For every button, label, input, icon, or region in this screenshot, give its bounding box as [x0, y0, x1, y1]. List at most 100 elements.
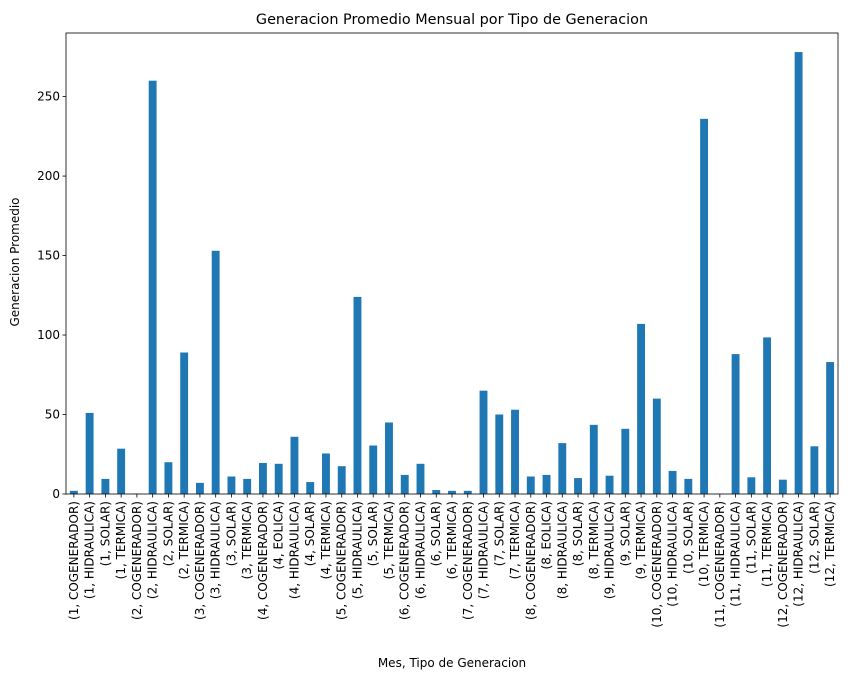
bar: [526, 476, 535, 494]
bar: [243, 478, 252, 494]
x-tick-label: (4, EOLICA): [272, 501, 286, 569]
bar: [306, 482, 315, 494]
bar: [684, 478, 693, 494]
y-tick-label: 250: [37, 90, 60, 104]
bar: [778, 479, 787, 494]
bar: [101, 478, 110, 494]
y-tick-label: 50: [45, 408, 60, 422]
x-tick-label: (9, TERMICA): [634, 501, 648, 579]
bar: [227, 476, 236, 494]
x-tick-label: (3, COGENERADOR): [193, 501, 207, 620]
bar: [668, 470, 677, 494]
y-axis-ticks: 0 50 100 150 200 250: [37, 90, 66, 501]
x-tick-label: (4, COGENERADOR): [256, 501, 270, 620]
plot-frame: [65, 32, 839, 495]
x-axis-ticks: (1, COGENERADOR) (1, HIDRAULICA) (1, SOLAR…: [67, 494, 837, 628]
bar: [369, 445, 378, 494]
x-tick-label: (7, TERMICA): [508, 501, 522, 579]
x-tick-label: (6, TERMICA): [445, 501, 459, 579]
x-tick-label: (12, COGENERADOR): [776, 501, 790, 628]
bar: [337, 466, 346, 494]
bar: [274, 463, 283, 494]
x-tick-label: (8, SOLAR): [571, 501, 585, 566]
bar: [85, 412, 94, 494]
bar: [117, 448, 126, 494]
bar: [558, 443, 567, 494]
bar: [637, 323, 645, 494]
bar: [148, 80, 157, 494]
x-tick-label: (6, COGENERADOR): [398, 501, 412, 620]
x-tick-label: (7, HIDRAULICA): [477, 501, 491, 599]
bar: [69, 490, 78, 494]
x-tick-label: (1, COGENERADOR): [67, 501, 81, 620]
x-tick-label: (5, SOLAR): [366, 501, 380, 566]
x-tick-label: (6, HIDRAULICA): [413, 501, 427, 599]
bar: [763, 337, 772, 494]
x-tick-label: (8, COGENERADOR): [524, 501, 538, 620]
bar: [700, 118, 709, 494]
x-tick-label: (10, COGENERADOR): [650, 501, 664, 628]
x-tick-label: (8, TERMICA): [587, 501, 601, 579]
bar: [810, 446, 819, 494]
x-axis-label: Mes, Tipo de Generacion: [378, 656, 526, 670]
x-tick-label: (10, TERMICA): [697, 501, 711, 587]
bar: [211, 250, 220, 494]
x-tick-label: (1, SOLAR): [98, 501, 112, 566]
x-tick-label: (5, TERMICA): [382, 501, 396, 579]
bar: [353, 296, 362, 494]
bar: [621, 428, 630, 494]
bar: [511, 409, 519, 494]
x-tick-label: (8, HIDRAULICA): [555, 501, 569, 599]
y-tick-label: 0: [52, 487, 60, 501]
bar: [180, 352, 189, 494]
bar: [826, 362, 835, 494]
y-axis-label: Generacion Promedio: [8, 197, 22, 326]
x-tick-label: (8, EOLICA): [540, 501, 554, 569]
x-tick-label: (3, HIDRAULICA): [209, 501, 223, 599]
y-tick-label: 200: [37, 169, 60, 183]
x-tick-label: (9, HIDRAULICA): [603, 501, 617, 599]
bar: [416, 463, 425, 494]
bar: [322, 453, 330, 494]
x-tick-label: (6, SOLAR): [429, 501, 443, 566]
x-tick-label: (2, TERMICA): [177, 501, 191, 579]
bar: [448, 490, 456, 494]
x-tick-label: (12, HIDRAULICA): [792, 501, 806, 607]
x-tick-label: (5, HIDRAULICA): [350, 501, 364, 599]
x-tick-label: (2, SOLAR): [161, 501, 175, 566]
x-tick-label: (10, HIDRAULICA): [666, 501, 680, 607]
x-tick-label: (2, HIDRAULICA): [146, 501, 160, 599]
bar: [731, 354, 740, 494]
bar: [479, 390, 488, 494]
x-tick-label: (3, SOLAR): [224, 501, 238, 566]
bar: [574, 478, 582, 494]
bar: [385, 422, 393, 494]
x-tick-label: (4, SOLAR): [303, 501, 317, 566]
x-tick-label: (7, SOLAR): [492, 501, 506, 566]
x-tick-label: (5, COGENERADOR): [335, 501, 349, 620]
x-tick-label: (1, HIDRAULICA): [83, 501, 97, 599]
bar: [605, 475, 614, 494]
x-tick-label: (12, SOLAR): [807, 501, 821, 574]
bar: [495, 414, 504, 494]
x-tick-label: (10, SOLAR): [681, 501, 695, 574]
bar: [542, 474, 551, 494]
x-tick-label: (12, TERMICA): [823, 501, 837, 587]
bar: [463, 490, 472, 494]
x-tick-label: (11, HIDRAULICA): [729, 501, 743, 607]
x-tick-label: (9, SOLAR): [618, 501, 632, 566]
x-tick-label: (11, TERMICA): [760, 501, 774, 587]
x-tick-label: (11, SOLAR): [744, 501, 758, 574]
y-tick-label: 100: [37, 328, 60, 342]
bars-group: [69, 52, 835, 494]
bar: [195, 482, 204, 494]
bar: [794, 52, 803, 494]
x-tick-label: (4, HIDRAULICA): [287, 501, 301, 599]
x-tick-label: (4, TERMICA): [319, 501, 333, 579]
bar: [164, 462, 173, 494]
bar: [400, 474, 409, 494]
bar: [747, 477, 756, 494]
